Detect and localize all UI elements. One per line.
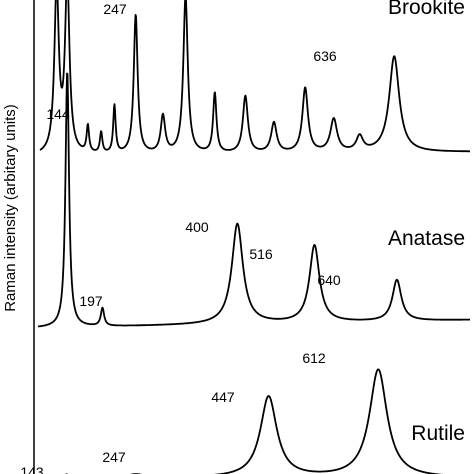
peak-label-rutile-612: 612 xyxy=(302,350,326,366)
peak-label-rutile-447: 447 xyxy=(211,389,235,405)
peak-label-rutile-247: 247 xyxy=(102,449,126,465)
series-name-anatase: Anatase xyxy=(388,227,465,250)
peak-label-anatase-144: 144 xyxy=(46,106,70,122)
peak-label-rutile-143: 143 xyxy=(20,464,44,474)
series-line-rutile xyxy=(64,368,444,474)
peak-label-anatase-516: 516 xyxy=(249,246,273,262)
spectra-group: Brookite 247 636 Anatase 144 197 400 516 640 Ruti… xyxy=(20,0,471,474)
peak-label-anatase-400: 400 xyxy=(185,219,209,235)
peak-label-brookite-247: 247 xyxy=(103,1,127,17)
series-name-brookite: Brookite xyxy=(388,0,465,19)
peak-label-anatase-640: 640 xyxy=(317,272,341,288)
peak-label-anatase-197: 197 xyxy=(79,293,103,309)
series-line-anatase xyxy=(37,72,471,328)
y-axis-label: Raman intensity (arbitary units) xyxy=(2,104,19,312)
series-name-rutile: Rutile xyxy=(411,422,465,445)
series-line-brookite xyxy=(39,0,471,153)
peak-label-brookite-636: 636 xyxy=(313,48,337,64)
